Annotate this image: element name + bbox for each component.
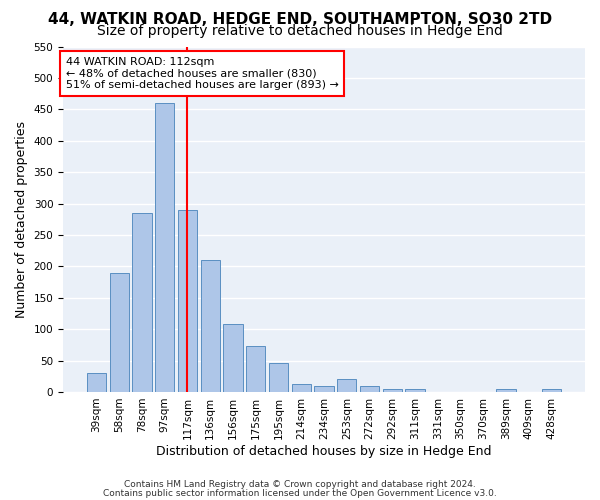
Bar [269, 363, 288, 392]
Bar [337, 380, 356, 392]
Bar [178, 210, 197, 392]
Bar [383, 389, 402, 392]
Text: 44 WATKIN ROAD: 112sqm
← 48% of detached houses are smaller (830)
51% of semi-de: 44 WATKIN ROAD: 112sqm ← 48% of detached… [65, 57, 338, 90]
Bar [246, 346, 265, 392]
Y-axis label: Number of detached properties: Number of detached properties [15, 120, 28, 318]
Bar [406, 389, 425, 392]
Bar [200, 260, 220, 392]
Text: Size of property relative to detached houses in Hedge End: Size of property relative to detached ho… [97, 24, 503, 38]
Text: 44, WATKIN ROAD, HEDGE END, SOUTHAMPTON, SO30 2TD: 44, WATKIN ROAD, HEDGE END, SOUTHAMPTON,… [48, 12, 552, 28]
Bar [542, 389, 561, 392]
Bar [132, 213, 152, 392]
Bar [155, 103, 175, 392]
Text: Contains public sector information licensed under the Open Government Licence v3: Contains public sector information licen… [103, 488, 497, 498]
Bar [110, 272, 129, 392]
Bar [314, 386, 334, 392]
Bar [292, 384, 311, 392]
Bar [496, 389, 516, 392]
Bar [223, 324, 242, 392]
Bar [360, 386, 379, 392]
Bar [87, 373, 106, 392]
Text: Contains HM Land Registry data © Crown copyright and database right 2024.: Contains HM Land Registry data © Crown c… [124, 480, 476, 489]
X-axis label: Distribution of detached houses by size in Hedge End: Distribution of detached houses by size … [156, 444, 492, 458]
